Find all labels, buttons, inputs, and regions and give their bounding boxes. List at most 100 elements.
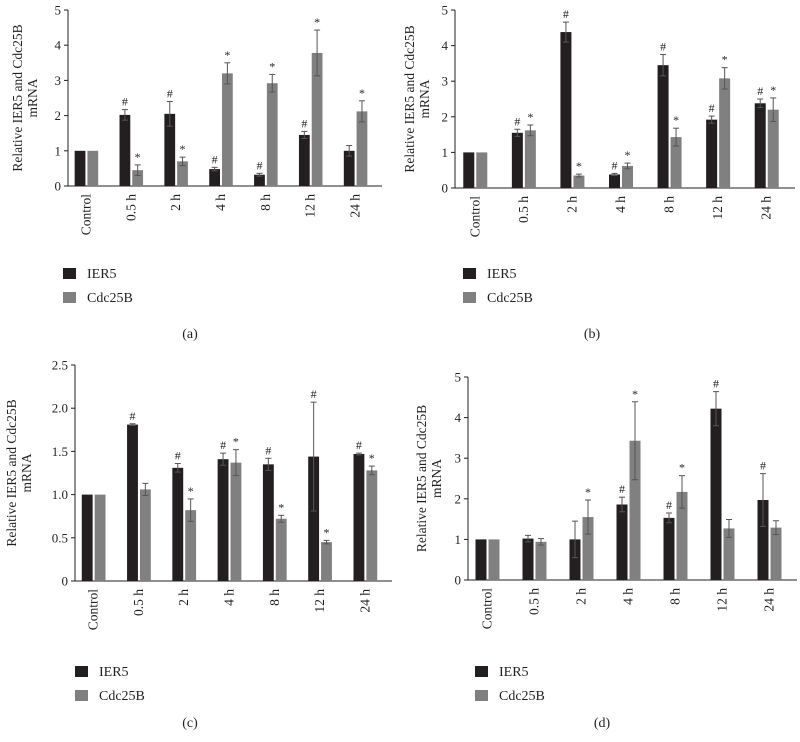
bar-cdc25b-2 — [573, 175, 585, 188]
significance-marker: * — [369, 451, 375, 465]
significance-marker: # — [760, 459, 766, 473]
bar-cdc25b-1 — [132, 170, 144, 186]
bar-cdc25b-0 — [488, 539, 500, 580]
chart-svg-d: 0 1 2 3 4 5 Relative IER5 and Cdc25B mRNA Contro… — [414, 370, 797, 731]
bar-ier5-3 — [209, 169, 220, 186]
bar-ier5-5 — [710, 408, 722, 580]
significance-marker: * — [233, 435, 239, 449]
chart-svg-b: 0 1 2 3 4 5 Relative IER5 and Cdc25B mRNA Contro… — [402, 3, 795, 342]
significance-marker: # — [129, 409, 135, 423]
x-tick-label: 4 h — [613, 196, 628, 213]
bar-ier5-6 — [757, 500, 769, 580]
significance-marker: * — [324, 525, 330, 539]
significance-marker: * — [269, 59, 275, 73]
bar-ier5-3 — [616, 504, 628, 580]
legend-swatch-cdc25b — [75, 690, 88, 701]
significance-marker: # — [514, 114, 520, 128]
x-tick-label: 2 h — [574, 588, 589, 605]
chart-panel-c: 0 0.5 1.0 1.5 2.0 2.5 Relative IER5 and Cdc25B… — [0, 355, 400, 737]
significance-marker: # — [301, 116, 307, 130]
bar-ier5-3 — [609, 174, 620, 188]
y-axis-label-line2: mRNA — [19, 453, 34, 492]
x-tick-label: 2 h — [176, 589, 191, 606]
bar-cdc25b-3 — [222, 73, 233, 186]
bar-cdc25b-4 — [275, 518, 287, 581]
significance-marker: # — [220, 438, 226, 452]
y-tick-label: 1 — [442, 145, 449, 160]
x-tick-label: 12 h — [303, 194, 318, 218]
significance-marker: * — [314, 15, 320, 29]
significance-marker: # — [660, 40, 666, 54]
y-axis-label: Relative IER5 and Cdc25B — [402, 25, 417, 172]
bar-ier5-0 — [475, 539, 487, 580]
significance-marker: * — [188, 484, 194, 498]
bar-ier5-3 — [217, 459, 229, 581]
bar-cdc25b-4 — [670, 137, 682, 188]
legend-label-cdc25b: Cdc25B — [487, 291, 533, 306]
legend-label-ier5: IER5 — [487, 267, 517, 282]
bar-cdc25b-2 — [177, 161, 188, 186]
legend-swatch-ier5 — [475, 666, 488, 677]
x-tick-label: 12 h — [312, 589, 327, 613]
y-tick-label: 0 — [455, 573, 462, 588]
bar-ier5-2 — [172, 467, 184, 581]
y-tick-label: 3 — [455, 451, 462, 466]
bar-ier5-2 — [560, 32, 572, 189]
bar-ier5-0 — [81, 494, 93, 581]
y-tick-label: 3 — [442, 74, 449, 89]
significance-marker: # — [709, 101, 715, 115]
significance-marker: # — [265, 443, 271, 457]
legend-swatch-ier5 — [463, 268, 476, 279]
significance-marker: * — [632, 387, 638, 401]
bar-cdc25b-0 — [476, 152, 488, 188]
y-axis-label-line2: mRNA — [25, 78, 40, 117]
significance-marker: * — [722, 53, 728, 67]
significance-marker: # — [212, 152, 218, 166]
bar-cdc25b-3 — [629, 440, 641, 580]
x-tick-label: 24 h — [348, 194, 363, 218]
bar-ier5-6 — [343, 150, 355, 186]
significance-marker: # — [122, 95, 128, 109]
significance-marker: # — [619, 482, 625, 496]
bar-ier5-2 — [164, 113, 176, 186]
x-tick-label: 2 h — [168, 194, 183, 211]
significance-marker: # — [356, 438, 362, 452]
significance-marker: # — [666, 498, 672, 512]
x-tick-label: 12 h — [710, 196, 725, 220]
x-tick-label: Control — [480, 588, 495, 630]
x-tick-label: 8 h — [258, 194, 273, 211]
y-tick-label: 2 — [455, 491, 462, 506]
y-axis-label: Relative IER5 and Cdc25B — [4, 399, 19, 546]
bar-ier5-1 — [511, 132, 523, 188]
bar-ier5-5 — [706, 119, 718, 188]
y-tick-label: 5 — [442, 3, 449, 18]
y-tick-label: 0 — [442, 181, 449, 196]
y-tick-label: 5 — [55, 3, 62, 18]
bar-cdc25b-6 — [770, 527, 782, 580]
bar-cdc25b-6 — [356, 111, 368, 186]
significance-marker: * — [180, 142, 186, 156]
significance-marker: * — [673, 113, 679, 127]
x-tick-label: 4 h — [222, 589, 237, 606]
significance-marker: * — [527, 110, 533, 124]
legend-label-cdc25b: Cdc25B — [499, 689, 545, 704]
chart-svg-c: 0 0.5 1.0 1.5 2.0 2.5 Relative IER5 and Cdc25B… — [4, 358, 392, 731]
bar-cdc25b-1 — [524, 130, 536, 188]
x-tick-label: 24 h — [762, 588, 777, 612]
bar-cdc25b-2 — [185, 510, 197, 581]
significance-marker: * — [359, 86, 365, 100]
bar-ier5-4 — [657, 65, 669, 188]
y-tick-label: 1 — [55, 143, 62, 158]
legend-swatch-ier5 — [63, 268, 76, 279]
bar-cdc25b-0 — [94, 494, 106, 581]
bar-cdc25b-5 — [321, 542, 332, 581]
significance-marker: # — [612, 158, 618, 172]
significance-marker: # — [167, 87, 173, 101]
y-axis-label-line2: mRNA — [417, 79, 432, 118]
y-tick-label: 1 — [455, 532, 462, 547]
x-tick-label: 0.5 h — [131, 589, 146, 616]
x-tick-label: 24 h — [357, 589, 372, 613]
bar-cdc25b-4 — [266, 83, 278, 186]
bar-ier5-1 — [127, 424, 138, 581]
bar-ier5-5 — [308, 456, 320, 581]
